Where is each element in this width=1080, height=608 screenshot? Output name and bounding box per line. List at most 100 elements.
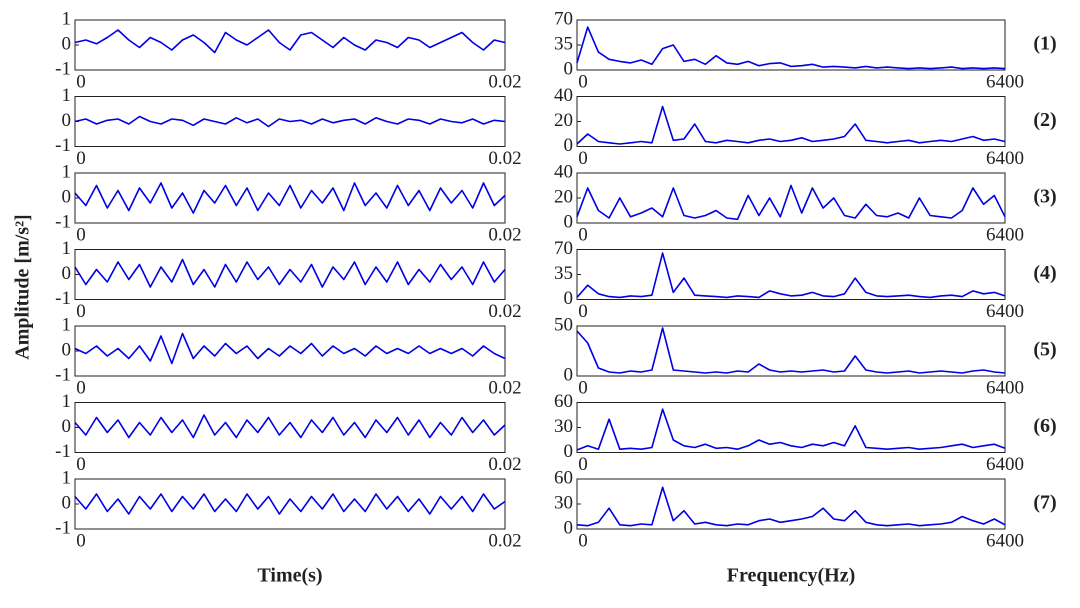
y-tick-label: -1 xyxy=(55,288,71,309)
x-tick-label: 0 xyxy=(578,377,588,398)
y-tick-label: 0 xyxy=(62,33,72,54)
panel-label: (6) xyxy=(1033,415,1056,437)
y-tick-label: 1 xyxy=(62,238,72,259)
x-tick-label: 0 xyxy=(76,377,86,398)
signal-line xyxy=(74,182,506,214)
y-tick-label: 1 xyxy=(62,85,72,106)
x-tick-label: 6400 xyxy=(986,71,1024,92)
y-tick-label: 30 xyxy=(554,492,573,513)
plot-frame xyxy=(74,325,506,377)
signal-line xyxy=(576,26,1006,70)
signal-line xyxy=(74,29,506,54)
y-tick-label: 0 xyxy=(62,263,72,284)
plot-frame xyxy=(576,19,1006,71)
y-tick-label: 50 xyxy=(554,314,573,335)
y-tick-label: -1 xyxy=(55,441,71,462)
x-tick-label: 0.02 xyxy=(488,224,521,245)
signal-line xyxy=(576,486,1006,527)
y-tick-label: 0 xyxy=(62,339,72,360)
signal-line xyxy=(74,414,506,439)
panel-label: (7) xyxy=(1033,492,1056,514)
y-tick-label: 70 xyxy=(554,238,573,259)
plot-frame xyxy=(74,172,506,224)
y-tick-label: 0 xyxy=(62,492,72,513)
y-tick-label: -1 xyxy=(55,517,71,538)
y-tick-label: 30 xyxy=(554,416,573,437)
x-tick-label: 6400 xyxy=(986,224,1024,245)
x-tick-label: 0 xyxy=(578,148,588,169)
x-tick-label: 6400 xyxy=(986,148,1024,169)
x-tick-label: 0 xyxy=(578,224,588,245)
y-tick-label: -1 xyxy=(55,211,71,232)
x-tick-label: 0 xyxy=(578,301,588,322)
x-tick-label: 0 xyxy=(76,301,86,322)
x-tick-label: 0.02 xyxy=(488,71,521,92)
y-tick-label: 0 xyxy=(564,517,574,538)
panel-label: (5) xyxy=(1033,339,1056,361)
signal-line xyxy=(74,493,506,515)
y-tick-label: 1 xyxy=(62,314,72,335)
signal-line xyxy=(576,252,1006,299)
x-tick-label: 0.02 xyxy=(488,148,521,169)
x-tick-label: 0.02 xyxy=(488,301,521,322)
x-tick-label: 0 xyxy=(76,530,86,551)
y-tick-label: -1 xyxy=(55,58,71,79)
x-tick-label: 0 xyxy=(578,530,588,551)
y-tick-label: 0 xyxy=(62,186,72,207)
y-tick-label: 40 xyxy=(554,85,573,106)
x-tick-label: 0.02 xyxy=(488,454,521,475)
x-tick-label: 0.02 xyxy=(488,530,521,551)
x-tick-label: 6400 xyxy=(986,530,1024,551)
panel-label: (2) xyxy=(1033,109,1056,131)
signal-line xyxy=(576,184,1006,221)
plot-frame xyxy=(74,478,506,530)
signal-line xyxy=(576,105,1006,145)
y-tick-label: 40 xyxy=(554,161,573,182)
y-tick-label: 0 xyxy=(62,110,72,131)
panel-label: (1) xyxy=(1033,33,1056,55)
x-axis-label: Frequency(Hz) xyxy=(727,565,856,587)
y-tick-label: 20 xyxy=(554,110,573,131)
plot-frame xyxy=(74,249,506,300)
x-tick-label: 0 xyxy=(76,224,86,245)
y-tick-label: -1 xyxy=(55,135,71,156)
signal-line xyxy=(576,327,1006,374)
y-tick-label: 0 xyxy=(564,364,574,385)
signal-line xyxy=(576,408,1006,451)
plot-frame xyxy=(576,172,1006,224)
y-tick-label: 35 xyxy=(554,263,573,284)
y-tick-label: 0 xyxy=(564,135,574,156)
y-tick-label: 0 xyxy=(564,211,574,232)
y-tick-label: 0 xyxy=(62,416,72,437)
y-axis-label: Amplitude [m/s²] xyxy=(12,214,34,359)
y-tick-label: 20 xyxy=(554,186,573,207)
y-tick-label: 60 xyxy=(554,391,573,412)
plot-frame xyxy=(576,96,1006,147)
x-tick-label: 0 xyxy=(76,71,86,92)
y-tick-label: 0 xyxy=(564,441,574,462)
plot-frame xyxy=(576,249,1006,300)
y-tick-label: 1 xyxy=(62,8,72,29)
y-tick-label: 0 xyxy=(564,288,574,309)
x-tick-label: 0.02 xyxy=(488,377,521,398)
x-tick-label: 6400 xyxy=(986,454,1024,475)
x-tick-label: 0 xyxy=(76,148,86,169)
x-tick-label: 0 xyxy=(578,71,588,92)
y-tick-label: 35 xyxy=(554,33,573,54)
signal-line xyxy=(74,332,506,365)
plot-frame xyxy=(74,402,506,453)
y-tick-label: 1 xyxy=(62,161,72,182)
panel-label: (4) xyxy=(1033,262,1056,284)
y-tick-label: 70 xyxy=(554,8,573,29)
y-tick-label: 0 xyxy=(564,58,574,79)
plot-frame xyxy=(74,19,506,71)
x-tick-label: 6400 xyxy=(986,377,1024,398)
panel-label: (3) xyxy=(1033,186,1056,208)
x-axis-label: Time(s) xyxy=(257,565,322,587)
y-tick-label: 1 xyxy=(62,467,72,488)
signal-line xyxy=(74,115,506,128)
x-tick-label: 6400 xyxy=(986,301,1024,322)
signal-line xyxy=(74,258,506,288)
plot-frame xyxy=(576,325,1006,377)
